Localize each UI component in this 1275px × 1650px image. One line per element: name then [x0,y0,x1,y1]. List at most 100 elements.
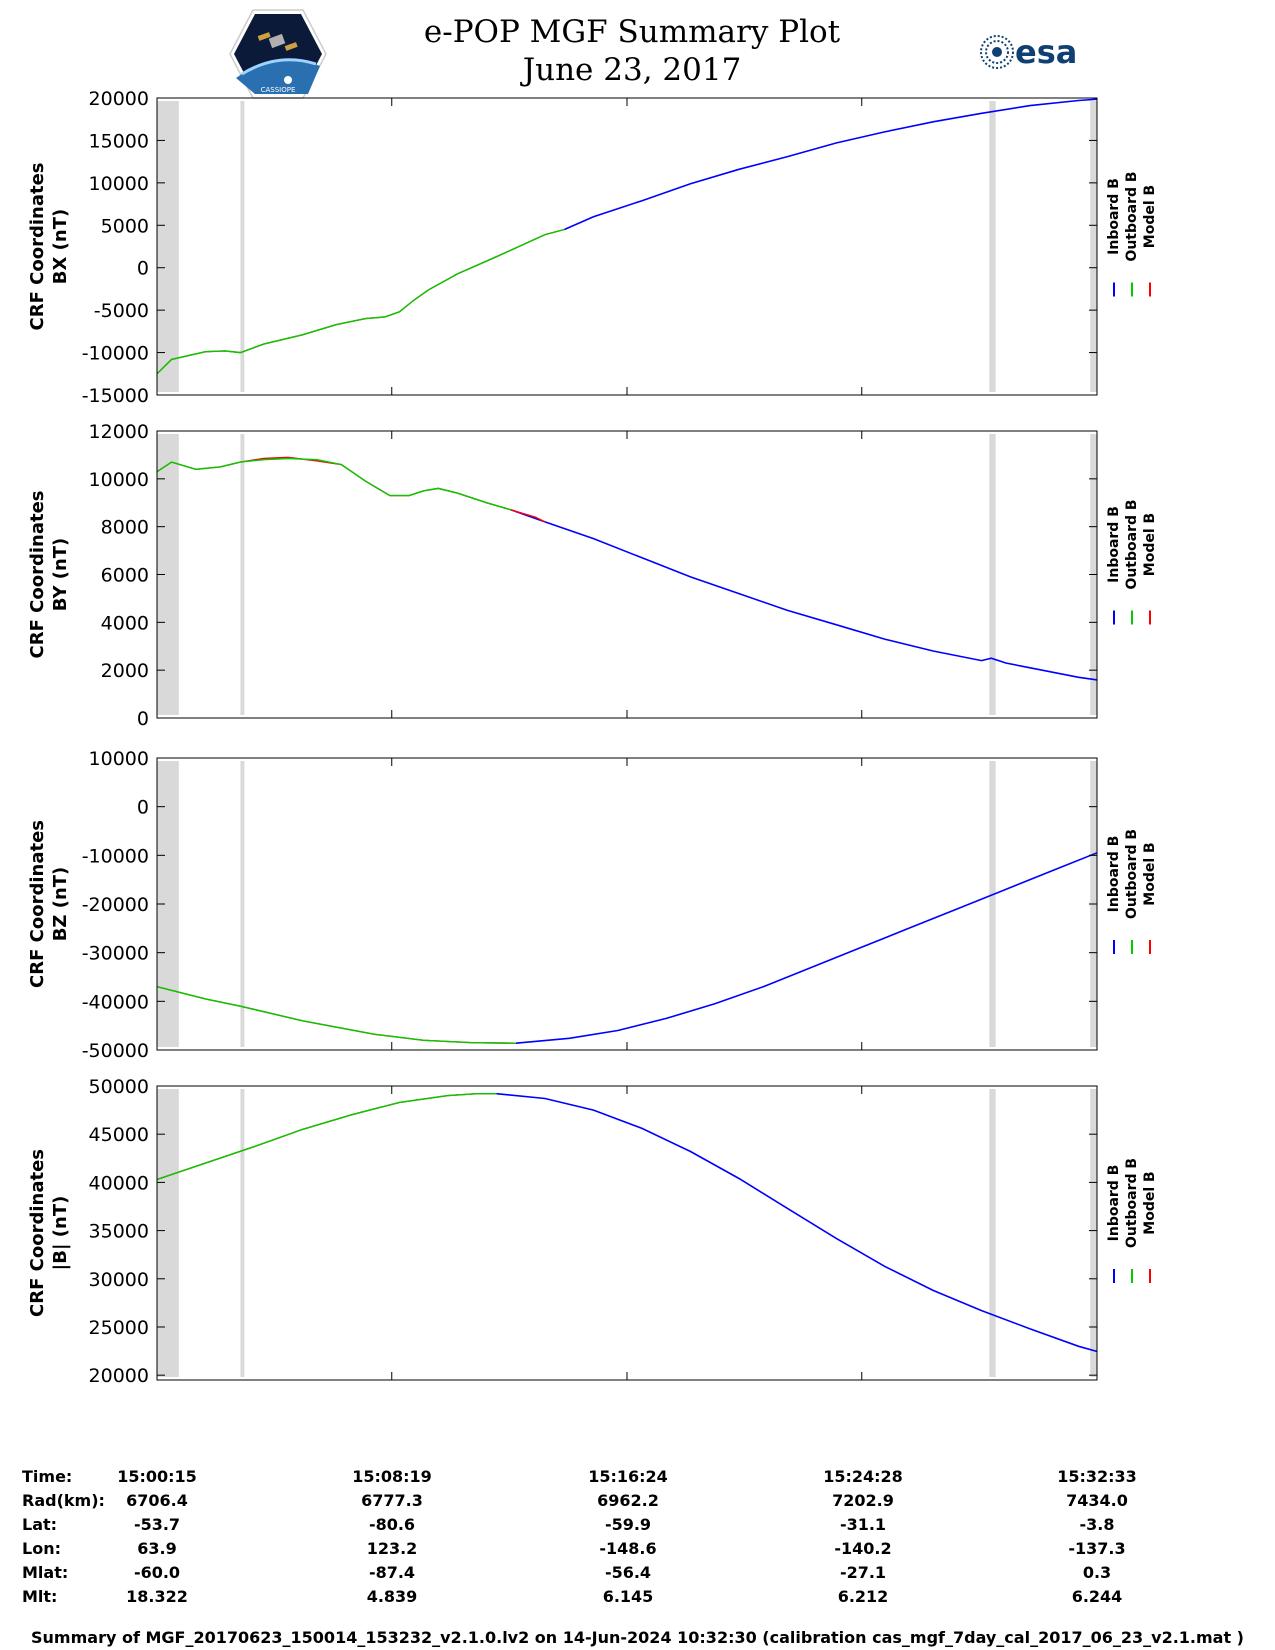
series-model-line [157,986,516,1044]
series-outboard-line [157,228,565,375]
chart-panel-1: -15000 -10000 -5000 0 5000 10000 15000 20000 CRF… [27,88,1158,407]
data-gap-band [989,1089,996,1377]
y-tick-label: 40000 [89,1172,149,1194]
y-tick-label: 10000 [89,748,149,770]
esa-logo-text: esa [1015,33,1077,71]
data-gap-band [1090,1089,1097,1377]
series-outboard-line [157,1093,497,1181]
ephem-value-c4-r4: -140.2 [834,1539,892,1558]
ephem-value-c3-r2: 6962.2 [597,1491,659,1510]
chart-panel-4: 20000 25000 30000 35000 40000 45000 50000 CRF C… [27,1076,1158,1387]
ephem-value-c2-r4: 123.2 [366,1539,418,1558]
legend-model-label: Model B [1142,1171,1158,1234]
y-tick-label: 6000 [101,565,149,587]
esa-logo: esa [975,32,1095,72]
y-tick-label: 15000 [89,130,149,152]
ephem-label-mlt: Mlt: [22,1587,58,1606]
ephem-value-c2-r3: -80.6 [368,1515,416,1534]
y-tick-label: -50000 [82,1040,149,1062]
ephem-value-c2-r6: 4.839 [366,1587,418,1606]
ephem-label-mlat: Mlat: [22,1563,69,1582]
y-tick-label: -10000 [82,845,149,867]
legend-outboard-label: Outboard B [1124,499,1140,589]
ephem-value-c1-r5: -60.0 [133,1563,181,1582]
y-tick-label: 25000 [89,1317,149,1339]
y-tick-label: 0 [137,797,149,819]
plot-frame [156,1085,1098,1381]
y-tick-label: 5000 [101,215,149,237]
data-gap-band [240,434,245,715]
ephem-value-c4-r3: -31.1 [839,1515,887,1534]
ephem-value-c5-r2: 7434.0 [1066,1491,1128,1510]
series-model-line [157,1093,497,1181]
y-axis-label-line2: BZ (nT) [50,867,71,942]
ephem-value-c1-r4: 63.9 [137,1539,177,1558]
y-tick-label: 45000 [89,1124,149,1146]
ephem-value-c5-r6: 6.244 [1071,1587,1123,1606]
legend-outboard-label: Outboard B [1124,171,1140,261]
y-tick-label: 50000 [89,1076,149,1098]
data-gap-band [157,434,179,715]
ephem-value-c1-r3: -53.7 [133,1515,181,1534]
ephem-label-rad: Rad(km): [22,1491,105,1510]
y-tick-label: 35000 [89,1221,149,1243]
ephem-value-c4-r1: 15:24:28 [823,1467,903,1486]
plot-frame [156,97,1098,396]
y-tick-label: 0 [137,258,149,280]
ephem-value-c5-r5: 0.3 [1082,1563,1112,1582]
ephem-value-c2-r2: 6777.3 [361,1491,423,1510]
chart-panel-2: 0 2000 4000 6000 8000 10000 12000 CRF Coordinat… [27,421,1158,730]
page-title: e-POP MGF Summary Plot [423,14,841,50]
y-tick-label: 0 [137,708,149,730]
legend-outboard-label: Outboard B [1124,1158,1140,1248]
ephem-value-c3-r1: 15:16:24 [588,1467,668,1486]
y-axis-label-line1: CRF Coordinates [27,1149,48,1317]
series-model-line [157,228,565,375]
cassiope-logo-text: CASSIOPE [261,86,296,94]
y-tick-label: 4000 [101,612,149,634]
ephem-value-c5-r1: 15:32:33 [1057,1467,1137,1486]
y-axis-label-line1: CRF Coordinates [27,820,48,988]
ephem-value-c3-r4: -148.6 [599,1539,657,1558]
ephem-value-c1-r2: 6706.4 [126,1491,188,1510]
legend-model-label: Model B [1142,185,1158,248]
ephem-value-c1-r1: 15:00:15 [117,1467,197,1486]
y-axis-label-line2: BX (nT) [50,209,71,284]
y-tick-label: 10000 [89,469,149,491]
ephem-value-c2-r5: -87.4 [368,1563,416,1582]
data-gap-band [157,101,179,392]
ephem-value-c1-r6: 18.322 [126,1587,188,1606]
ephem-value-c4-r2: 7202.9 [832,1491,894,1510]
data-gap-band [240,1089,245,1377]
series-inboard-line [515,851,1097,1044]
legend-outboard-label: Outboard B [1124,829,1140,919]
data-gap-band [989,434,996,715]
ephem-value-c4-r6: 6.212 [837,1587,889,1606]
ephem-label-time: Time: [22,1467,73,1486]
data-gap-band [240,101,245,392]
y-tick-label: -20000 [82,894,149,916]
plot-frame [156,430,1098,719]
y-tick-label: -30000 [82,943,149,965]
y-tick-label: -5000 [94,300,149,322]
data-gap-band [1090,101,1097,392]
y-tick-label: 2000 [101,660,149,682]
y-tick-label: 30000 [89,1269,149,1291]
series-inboard-line [496,1092,1097,1353]
ephem-value-c3-r3: -59.9 [604,1515,652,1534]
data-gap-band [157,1089,179,1377]
y-axis-label-line2: BY (nT) [50,538,71,612]
ephem-label-lat: Lat: [22,1515,58,1534]
series-outboard-line [157,457,512,511]
ephem-value-c3-r5: -56.4 [604,1563,652,1582]
y-tick-label: -15000 [82,385,149,407]
ephem-value-c5-r4: -137.3 [1068,1539,1126,1558]
ephem-value-c3-r6: 6.145 [602,1587,654,1606]
y-tick-label: -40000 [82,991,149,1013]
chart-panel-3: -50000 -40000 -30000 -20000 -10000 0 10000 CRF … [27,748,1158,1062]
y-tick-label: -10000 [82,343,149,365]
legend-model-label: Model B [1142,513,1158,576]
plot-frame [156,757,1098,1051]
cassiope-logo: CASSIOPE [228,8,328,100]
